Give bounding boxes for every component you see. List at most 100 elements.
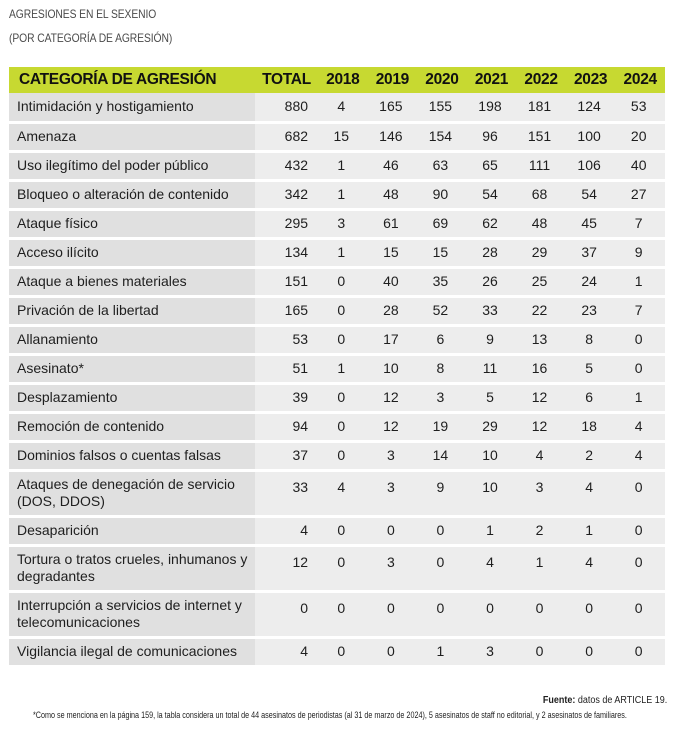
cell-2019: 48: [367, 180, 418, 211]
cell-total: 53: [255, 325, 319, 356]
cell-2021: 54: [466, 180, 517, 211]
cell-2019: 12: [367, 383, 418, 414]
cell-2018: 4: [318, 93, 368, 124]
cell-2023: 23: [565, 296, 616, 327]
cell-total: 682: [255, 122, 319, 153]
cell-2022: 16: [516, 354, 566, 385]
cell-2018: 0: [318, 545, 368, 593]
cell-2023: 1: [565, 516, 616, 547]
cell-2019: 146: [367, 122, 418, 153]
column-header-category: CATEGORÍA DE AGRESIÓN: [19, 71, 217, 88]
column-header-2021: 2021: [474, 71, 509, 88]
row-category: Desaparición: [9, 516, 256, 547]
table-row: Ataque a bienes materiales 151 0 40 35 26 25 24…: [9, 267, 665, 298]
cell-2023: 2: [565, 441, 616, 472]
cell-2023: 0: [565, 637, 616, 668]
cell-2024: 27: [615, 180, 665, 211]
cell-2019: 0: [367, 591, 418, 639]
cell-2023: 100: [565, 122, 616, 153]
cell-2018: 0: [318, 591, 368, 639]
cell-2018: 0: [318, 412, 368, 443]
cell-2022: 4: [516, 441, 566, 472]
cell-2018: 1: [318, 151, 368, 182]
title-line-1: AGRESIONES EN EL SEXENIO: [9, 7, 157, 21]
table-row: Vigilancia ilegal de comunicaciones 4 0 0 1 3…: [9, 637, 665, 668]
row-category: Vigilancia ilegal de comunicaciones: [9, 637, 256, 668]
cell-2019: 28: [367, 296, 418, 327]
row-category: Dominios falsos o cuentas falsas: [9, 441, 256, 472]
cell-2022: 0: [516, 637, 566, 668]
cell-2021: 29: [466, 412, 517, 443]
cell-2022: 22: [516, 296, 566, 327]
cell-2022: 1: [516, 545, 566, 593]
cell-2018: 0: [318, 383, 368, 414]
column-header-total: TOTAL: [262, 71, 311, 88]
cell-2023: 18: [565, 412, 616, 443]
cell-2022: 181: [516, 93, 566, 124]
cell-2022: 25: [516, 267, 566, 298]
cell-2019: 46: [367, 151, 418, 182]
cell-2018: 0: [318, 441, 368, 472]
cell-2023: 124: [565, 93, 616, 124]
cell-2022: 0: [516, 591, 566, 639]
cell-2022: 13: [516, 325, 566, 356]
row-category: Ataques de denegación de servicio (DOS, …: [9, 470, 256, 518]
cell-2023: 24: [565, 267, 616, 298]
table-row: Remoción de contenido 94 0 12 19 29 12 18 4: [9, 412, 665, 443]
cell-2024: 0: [615, 637, 665, 668]
table-row: Asesinato* 51 1 10 8 11 16 5 0: [9, 354, 665, 385]
cell-2021: 9: [466, 325, 517, 356]
cell-2018: 0: [318, 296, 368, 327]
cell-2024: 0: [615, 325, 665, 356]
cell-2022: 12: [516, 383, 566, 414]
table-title: AGRESIONES EN EL SEXENIO (POR CATEGORÍA …: [9, 6, 172, 46]
cell-total: 151: [255, 267, 319, 298]
cell-2021: 33: [466, 296, 517, 327]
cell-2020: 90: [417, 180, 467, 211]
cell-2020: 154: [417, 122, 467, 153]
cell-2019: 165: [367, 93, 418, 124]
cell-2022: 2: [516, 516, 566, 547]
cell-2021: 65: [466, 151, 517, 182]
cell-2022: 29: [516, 238, 566, 269]
table-row: Intimidación y hostigamiento 880 4 165 155 19…: [9, 93, 665, 124]
table-row: Privación de la libertad 165 0 28 52 33 22 23 7: [9, 296, 665, 327]
cell-2023: 54: [565, 180, 616, 211]
cell-2020: 52: [417, 296, 467, 327]
aggressions-table: CATEGORÍA DE AGRESIÓN TOTAL 2018 2019 20…: [9, 67, 665, 668]
cell-2020: 14: [417, 441, 467, 472]
cell-2020: 0: [417, 545, 467, 593]
column-header-2018: 2018: [326, 71, 360, 88]
cell-2023: 4: [565, 545, 616, 593]
cell-total: 0: [255, 591, 319, 639]
table-row: Ataques de denegación de servicio (DOS, …: [9, 470, 665, 518]
cell-2020: 9: [417, 470, 467, 518]
row-category: Desplazamiento: [9, 383, 256, 414]
cell-2024: 0: [615, 354, 665, 385]
table-body: Intimidación y hostigamiento 880 4 165 155 19…: [9, 93, 665, 668]
row-category: Tortura o tratos crueles, inhumanos y de…: [9, 545, 256, 593]
cell-2019: 3: [367, 545, 418, 593]
cell-2024: 1: [615, 267, 665, 298]
cell-2024: 4: [615, 441, 665, 472]
cell-2023: 45: [565, 209, 616, 240]
cell-2019: 17: [367, 325, 418, 356]
cell-2023: 6: [565, 383, 616, 414]
cell-2020: 155: [417, 93, 467, 124]
cell-2018: 0: [318, 637, 368, 668]
cell-2024: 1: [615, 383, 665, 414]
cell-2019: 0: [367, 516, 418, 547]
table-row: Desaparición 4 0 0 0 1 2 1 0: [9, 516, 665, 547]
cell-2023: 4: [565, 470, 616, 518]
row-category: Remoción de contenido: [9, 412, 256, 443]
source-text: datos de ARTICLE 19.: [575, 695, 667, 706]
cell-2024: 20: [615, 122, 665, 153]
cell-2018: 1: [318, 238, 368, 269]
cell-total: 33: [255, 470, 319, 518]
table-row: Acceso ilícito 134 1 15 15 28 29 37 9: [9, 238, 665, 269]
cell-2022: 48: [516, 209, 566, 240]
cell-2020: 1: [417, 637, 467, 668]
cell-2020: 63: [417, 151, 467, 182]
asterisk-footnote: *Como se menciona en la página 159, la t…: [33, 710, 627, 720]
cell-2021: 1: [466, 516, 517, 547]
